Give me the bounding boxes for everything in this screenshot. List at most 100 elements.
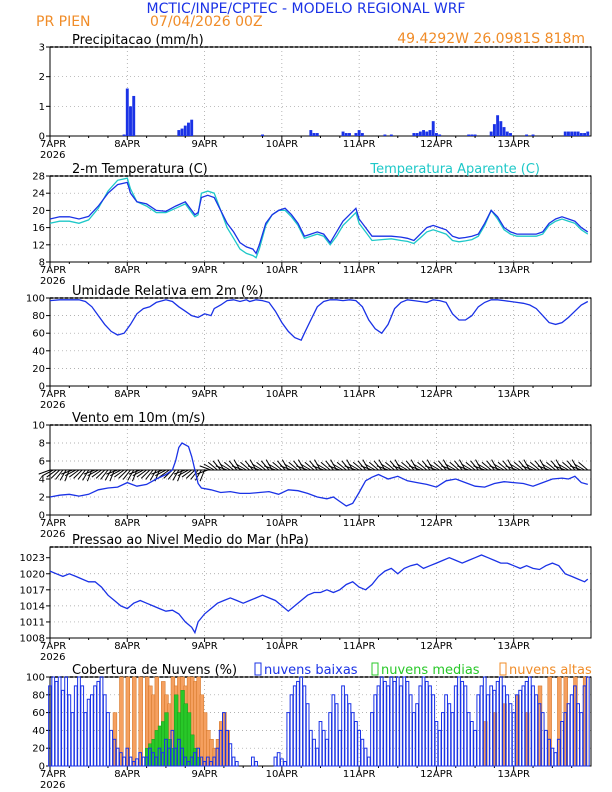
x-tick-label: 9APR	[191, 139, 217, 150]
wind-barb	[100, 469, 109, 480]
cloud-bar-blue	[289, 694, 294, 767]
precip-bar	[505, 131, 509, 136]
panel-frame	[49, 297, 592, 387]
precip-bar	[428, 130, 432, 136]
cloud-bar-blue	[566, 703, 571, 767]
wind-barb	[128, 469, 141, 475]
x-tick-label: 11APR	[343, 265, 376, 276]
wind-barb	[263, 465, 276, 471]
x-tick-label: 12APR	[420, 265, 453, 276]
wind-barb	[106, 469, 118, 475]
wind-barb	[309, 460, 318, 471]
wind-barb	[149, 469, 157, 481]
cloud-bar-blue	[550, 747, 555, 767]
cloud-bar-blue	[286, 712, 291, 767]
cloud-bar-blue	[234, 761, 239, 767]
precip-bar	[425, 131, 429, 136]
wind-barb	[203, 463, 215, 471]
panel-title: Precipitacao (mm/h)	[72, 33, 204, 48]
wind-barb	[235, 463, 247, 471]
cloud-bar-orange	[125, 676, 130, 767]
wind-barb	[219, 463, 231, 471]
y-tick-label: 1023	[20, 553, 45, 564]
cloud-bar-blue	[457, 676, 461, 767]
cloud-bar-blue	[228, 743, 233, 767]
cloud-bar-blue	[366, 756, 371, 767]
y-tick-label: 0	[39, 382, 45, 393]
cloud-bar-blue	[424, 680, 429, 767]
precip-bar	[525, 134, 529, 136]
x-tick-label: 9APR	[191, 389, 217, 400]
wind-barb	[421, 460, 431, 471]
precip-bar	[122, 134, 126, 136]
cloud-bar-blue	[106, 712, 110, 767]
wind-barb	[159, 469, 170, 478]
x-year-label: 2026	[40, 529, 65, 540]
cloud-bar-blue	[83, 712, 88, 767]
wind-barb	[505, 465, 518, 471]
wind-barb	[437, 460, 447, 471]
wind-barb	[376, 465, 389, 471]
cloud-bar-blue	[370, 712, 374, 767]
cloud-bar-blue	[273, 756, 278, 767]
cloud-bar-blue	[469, 721, 474, 767]
station-name: PR PIEN	[36, 14, 91, 30]
wind-barb	[212, 460, 222, 471]
y-tick-label: 40	[32, 346, 45, 357]
x-tick-label: 13APR	[497, 518, 530, 529]
cloud-bar-blue	[412, 712, 416, 767]
cloud-bar-blue	[431, 694, 436, 767]
legend-apparent-temp: Temperatura Aparente (C)	[369, 162, 540, 177]
cloud-bar-blue	[73, 685, 78, 767]
y-tick-label: 16	[32, 223, 45, 234]
y-tick-label: 8	[39, 258, 45, 269]
cloud-bar-blue	[122, 756, 126, 767]
wind-barb	[364, 463, 376, 471]
legend-label-0: nuvens baixas	[264, 663, 358, 678]
cloud-bar-blue	[418, 685, 423, 767]
x-tick-label: 12APR	[420, 389, 453, 400]
x-tick-label: 12APR	[420, 139, 453, 150]
precip-bar	[261, 134, 264, 136]
precip-bar	[563, 131, 567, 136]
x-tick-label: 10APR	[266, 518, 299, 529]
cloud-bar-blue	[77, 676, 81, 767]
cloud-bar-blue	[447, 703, 452, 767]
y-tick-label: 100	[26, 294, 45, 305]
wind-barb	[357, 460, 366, 471]
cloud-bar-blue	[405, 680, 410, 767]
wind-barb	[185, 469, 196, 479]
wind-barb	[546, 461, 556, 471]
wind-barb	[449, 461, 460, 471]
wind-barb	[280, 465, 292, 471]
cloud-bar-blue	[299, 676, 304, 767]
x-tick-label: 12APR	[420, 769, 453, 780]
cloud-bar-blue	[392, 680, 397, 767]
wind-barb	[405, 460, 415, 471]
cloud-bar-blue	[540, 712, 545, 767]
cloud-bar-blue	[325, 738, 329, 767]
precip-bar	[473, 134, 477, 136]
precip-bar	[570, 131, 574, 136]
precip-bar	[389, 134, 393, 136]
legend-label-1: nuvens medias	[381, 663, 480, 678]
wind-barb	[417, 461, 428, 471]
wind-barb	[82, 469, 90, 481]
wind-barb	[87, 469, 99, 477]
cloud-bar-blue	[460, 680, 465, 767]
precip-bar	[383, 134, 387, 136]
y-tick-label: 2	[39, 72, 45, 83]
y-tick-label: 6	[39, 457, 45, 468]
panel-clouds: 0 20 40 60 80 100 7APR 8APR 9APR 10APR 11APR 12APR 1…	[26, 662, 592, 791]
wind-barb	[61, 469, 73, 475]
x-tick-label: 13APR	[497, 641, 530, 652]
panel-temp: 8 12 16 20 24 28 7APR 8APR 9APR 10APR 11APR 12APR 13…	[32, 162, 592, 287]
x-tick-label: 10APR	[266, 389, 299, 400]
wind-barb	[46, 469, 57, 478]
wind-barb	[380, 463, 392, 471]
wind-barb	[173, 469, 186, 475]
wind-barb	[127, 469, 135, 481]
x-tick-label: 8APR	[114, 389, 140, 400]
cloud-bar-blue	[495, 680, 500, 767]
precip-bar	[431, 121, 435, 136]
